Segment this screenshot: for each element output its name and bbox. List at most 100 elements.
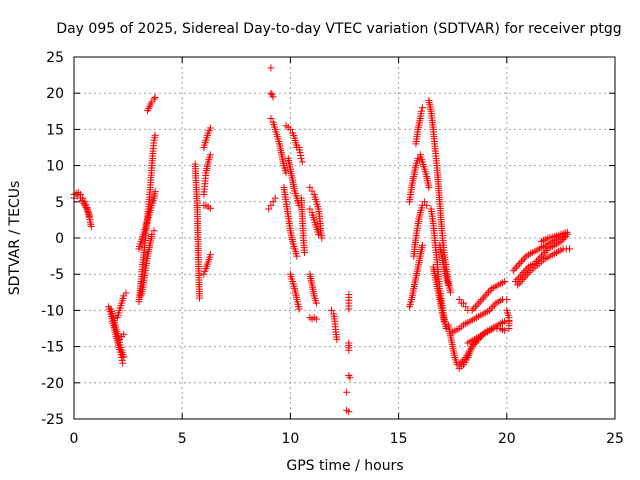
data-point [196,294,204,302]
series-arc-24 [297,194,308,256]
data-point [318,234,326,242]
series-arc-10 [144,94,159,115]
data-marks [70,64,574,416]
series-arc-17 [267,89,277,101]
data-point [487,305,495,313]
data-point [447,288,455,296]
x-tick-label: 25 [606,431,624,447]
data-point [267,115,275,123]
data-point [501,277,509,285]
series-arc-28 [306,270,320,307]
data-point [87,222,95,230]
data-point [536,254,544,262]
data-point [423,201,431,209]
data-point [490,301,498,309]
series-arc-38 [425,96,455,296]
data-point [522,272,530,280]
series-arc-32 [345,339,353,354]
series-arc-37 [412,104,426,148]
data-point [120,353,128,361]
series-arc-45 [449,296,511,336]
x-axis-label: GPS time / hours [286,458,403,474]
data-point [509,267,517,275]
data-point [150,227,158,235]
data-point [517,277,525,285]
series-arc-49 [464,325,509,347]
data-point [306,183,314,191]
data-point [345,305,353,313]
data-point [206,151,214,159]
data-point [296,149,304,157]
series-arc-08 [135,188,159,253]
series-arc-14 [200,201,214,212]
data-point [345,408,353,416]
data-point [425,183,433,191]
data-point [206,204,214,212]
series-arc-12 [200,124,214,151]
data-point [523,265,531,273]
data-point [541,248,549,256]
series-arc-26 [306,205,323,238]
data-point [295,305,303,313]
series-arc-29 [306,314,320,323]
data-point [414,154,422,162]
series-arc-47 [455,296,472,314]
data-point [267,64,275,72]
data-point [483,290,491,298]
data-point [328,306,336,314]
data-point [481,292,489,300]
series-arc-33 [345,372,354,382]
data-point [521,254,529,262]
data-point [206,124,214,132]
data-point [523,270,531,278]
y-tick-label: -15 [41,340,64,356]
x-tick-label: 15 [390,431,408,447]
y-tick-label: -5 [50,267,64,283]
y-tick-label: 25 [46,50,64,66]
series-arc-48 [468,277,509,314]
data-point [511,265,519,273]
series-arc-50 [503,306,513,332]
data-point [269,198,277,206]
data-point [298,158,306,166]
series-arc-43 [436,241,452,289]
y-tick-label: -10 [41,303,64,319]
series-arc-06 [115,330,128,343]
data-point [120,330,128,338]
data-point [525,268,533,276]
data-point [478,296,486,304]
x-tick-label: 0 [70,431,79,447]
data-point [271,194,279,202]
data-point [468,343,476,351]
data-point [312,315,320,323]
data-point [308,187,316,195]
data-point [460,355,468,363]
data-point [444,281,452,289]
series-arc-18 [267,115,290,177]
series-arc-30 [328,306,341,343]
data-point [489,303,497,311]
y-axis-label: SDTVAR / TECUs [7,181,23,296]
data-point [206,251,214,259]
data-point [297,151,305,159]
data-point [150,95,158,103]
y-tick-label: 15 [46,122,64,138]
data-point [455,361,463,369]
data-point [503,296,511,304]
data-point [418,241,426,249]
series-arc-54 [537,228,571,246]
x-tick-label: 5 [178,431,187,447]
data-point [118,356,126,364]
series-arc-34 [343,388,351,396]
data-point [269,93,277,101]
data-point [421,198,429,206]
data-point [455,296,463,304]
data-point [470,305,478,313]
data-point [563,228,571,236]
series-arc-04 [107,305,128,361]
data-point [151,94,159,102]
series-arc-40 [405,241,426,311]
data-point [516,259,524,267]
grid [74,57,615,419]
